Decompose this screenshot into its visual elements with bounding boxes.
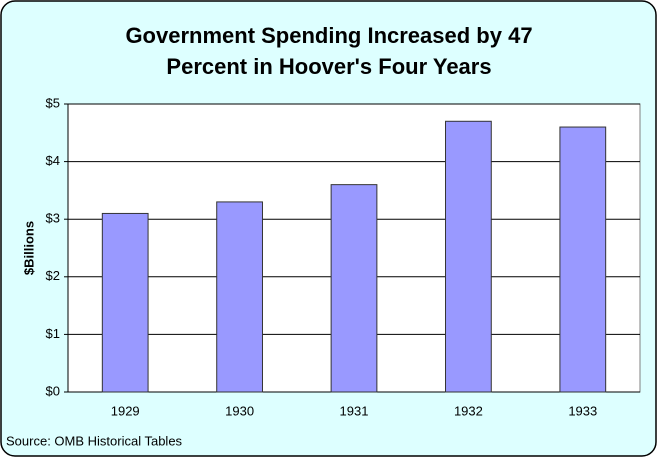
x-tick-label: 1933 bbox=[568, 403, 597, 418]
bar bbox=[559, 126, 607, 393]
y-tick-label: $4 bbox=[46, 153, 60, 168]
y-tick-label: $2 bbox=[46, 268, 60, 283]
y-tick-label: $0 bbox=[46, 383, 60, 398]
bar bbox=[330, 184, 378, 393]
x-tick-label: 1930 bbox=[225, 403, 254, 418]
bar bbox=[216, 201, 263, 393]
x-tick-label: 1932 bbox=[454, 403, 483, 418]
y-tick-label: $1 bbox=[46, 326, 60, 341]
chart-title: Government Spending Increased by 47 Perc… bbox=[125, 23, 533, 79]
y-axis-label: $Billions bbox=[21, 221, 36, 275]
source-note: Source: OMB Historical Tables bbox=[6, 433, 183, 448]
x-tick-label: 1931 bbox=[340, 403, 369, 418]
y-tick-label: $5 bbox=[46, 95, 60, 110]
bar bbox=[445, 120, 492, 393]
bar bbox=[101, 212, 149, 393]
y-tick-label: $3 bbox=[46, 211, 60, 226]
x-tick-label: 1929 bbox=[111, 403, 140, 418]
